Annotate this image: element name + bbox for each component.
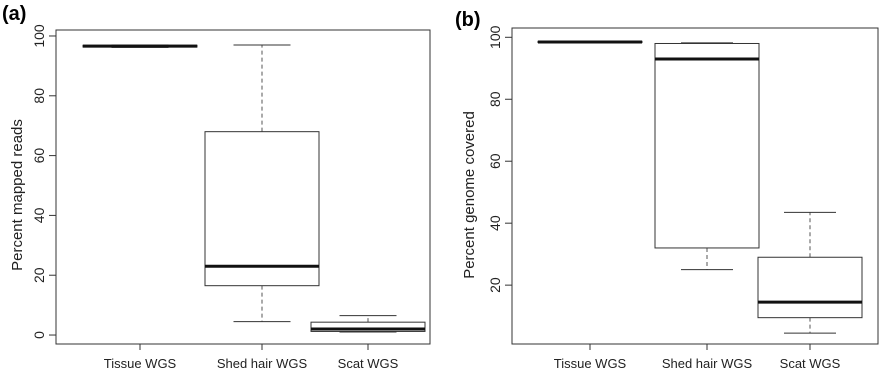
panel-b-label: (b) [455,9,481,31]
panel-a-y-tick-label: 80 [31,88,47,104]
panel-a-y-tick-label: 60 [31,148,47,164]
panel-b-box [654,42,760,249]
panel-b-y-axis-title: Percent genome covered [461,111,478,279]
panel-a-box [310,321,426,332]
panel-a-x-tick-label: Scat WGS [338,356,399,371]
panel-a-x-tick-label: Shed hair WGS [217,356,308,371]
panel-a-y-tick-label: 40 [31,207,47,223]
panel-b-x-tick-label: Scat WGS [780,356,841,371]
panel-b-box [757,256,863,319]
panel-b: (b) Percent genome covered 20 40 60 80 100 Ti… [455,9,879,371]
panel-b-y-tick-label: 20 [487,277,503,293]
panel-a-y-tick-label: 0 [31,331,47,339]
panel-a-plot-frame [55,29,431,345]
panel-a: (a) Percent mapped reads 0 20 40 60 80 100 Tis… [2,3,431,371]
panel-a-y-axis-title: Percent mapped reads [9,119,26,271]
panel-b-y-tick-label: 100 [487,25,503,49]
panel-a-x-tick-label: Tissue WGS [104,356,177,371]
panel-a-y-tick-label: 100 [31,24,47,48]
panel-a-y-tick-label: 20 [31,267,47,283]
panel-b-x-tick-label: Shed hair WGS [662,356,753,371]
panel-b-y-tick-label: 60 [487,153,503,169]
panel-b-plot-frame [511,27,879,345]
panel-a-box [204,131,320,287]
panel-b-y-tick-label: 40 [487,215,503,231]
panel-b-x-tick-label: Tissue WGS [554,356,627,371]
panel-b-y-tick-label: 80 [487,91,503,107]
panel-a-label: (a) [2,3,26,25]
